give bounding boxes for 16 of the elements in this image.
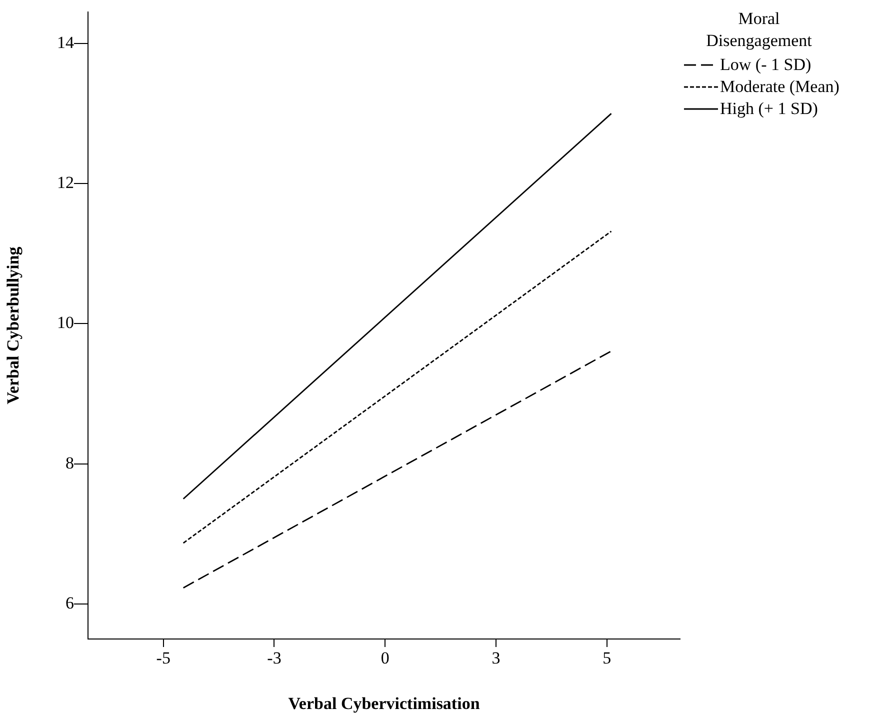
y-tick-label: 6 xyxy=(66,593,74,612)
legend-title: Moral Disengagement xyxy=(705,8,813,52)
y-tick-label: 12 xyxy=(57,173,74,192)
y-tick-label: 10 xyxy=(57,313,74,332)
legend-label: Moderate (Mean) xyxy=(720,77,840,97)
y-tick-label: 8 xyxy=(66,453,74,472)
x-tick-label: -3 xyxy=(267,648,282,668)
x-tick-label: 3 xyxy=(492,648,500,668)
x-axis-title: Verbal Cybervictimisation xyxy=(288,694,480,714)
y-tick-label: 14 xyxy=(57,32,74,52)
x-tick-label: 0 xyxy=(380,648,390,668)
x-tick-label: 5 xyxy=(602,648,612,668)
x-tick-label: -5 xyxy=(156,648,170,668)
legend-label: Low (- 1 SD) xyxy=(720,55,812,75)
y-axis-title: Verbal Cyberbullying xyxy=(4,246,23,404)
legend-label: High (+ 1 SD) xyxy=(720,99,818,119)
